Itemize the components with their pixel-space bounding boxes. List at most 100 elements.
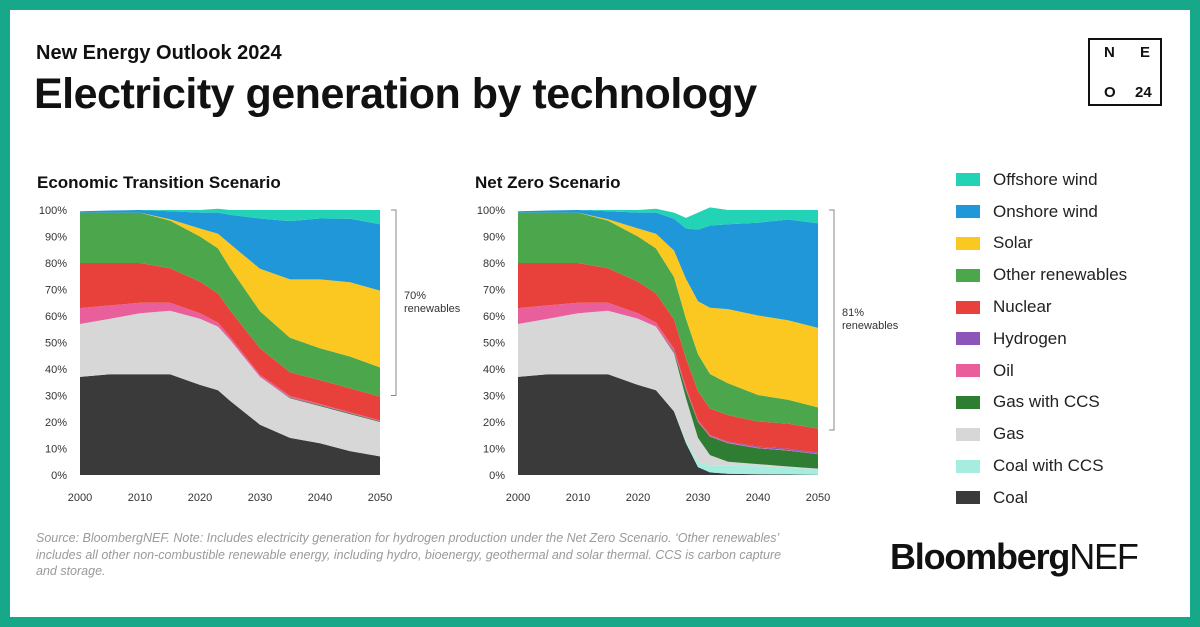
x-tick-label: 2050 <box>368 492 392 504</box>
area-gas <box>80 310 380 457</box>
legend-item-solar: Solar <box>956 228 1127 260</box>
y-tick-label: 0% <box>51 470 67 482</box>
renewables-share-value: 70% <box>404 290 426 302</box>
legend-label: Coal <box>993 487 1028 507</box>
legend-swatch <box>956 459 980 473</box>
x-tick-label: 2030 <box>248 492 272 504</box>
chart-title-economic-transition: Economic Transition Scenario <box>37 173 281 192</box>
legend-item-oil: Oil <box>956 355 1127 387</box>
legend-item-coal-with-ccs: Coal with CCS <box>956 450 1127 482</box>
area-other-renewables <box>80 212 380 397</box>
renewables-bracket <box>391 209 397 396</box>
legend-item-other-renewables: Other renewables <box>956 259 1127 291</box>
area-gas-with-ccs <box>518 310 818 469</box>
area-nuclear <box>80 263 380 421</box>
area-layers <box>80 208 380 475</box>
legend-item-coal: Coal <box>956 482 1127 514</box>
bloombergnef-logo: BloombergNEF <box>890 536 1139 578</box>
legend-item-gas: Gas <box>956 418 1127 450</box>
legend-label: Solar <box>993 233 1033 253</box>
area-onshore-wind <box>80 210 380 291</box>
x-tick-label: 2000 <box>68 492 92 504</box>
area-oil <box>518 302 818 455</box>
y-tick-label: 80% <box>45 258 67 270</box>
y-tick-label: 100% <box>477 205 505 217</box>
area-layers <box>518 207 818 475</box>
x-tick-label: 2020 <box>626 492 650 504</box>
area-solar <box>518 212 818 408</box>
area-oil <box>80 302 380 422</box>
y-tick-label: 30% <box>483 391 505 403</box>
legend-swatch <box>956 300 980 314</box>
y-tick-label: 40% <box>45 364 67 376</box>
chart-net-zero: 0% 10% 20% 30% 40% 50% 60% 70% 80% 90% 100% 2000 201… <box>477 205 899 504</box>
area-coal <box>518 374 818 475</box>
legend-swatch <box>956 173 980 187</box>
legend-swatch <box>956 236 980 250</box>
chart-title-net-zero: Net Zero Scenario <box>475 173 621 192</box>
renewables-share-label: renewables <box>842 320 899 332</box>
area-gas <box>518 310 818 470</box>
badge-letter-o: O <box>1104 84 1116 101</box>
x-tick-label: 2030 <box>686 492 710 504</box>
area-offshore-wind <box>80 208 380 225</box>
legend-item-nuclear: Nuclear <box>956 291 1127 323</box>
x-tick-label: 2050 <box>806 492 830 504</box>
renewables-share-label: renewables <box>404 303 461 315</box>
x-tick-label: 2040 <box>308 492 332 504</box>
y-tick-label: 30% <box>45 391 67 403</box>
y-tick-label: 10% <box>45 444 67 456</box>
legend-label: Onshore wind <box>993 201 1098 221</box>
legend-swatch <box>956 491 980 505</box>
y-tick-label: 70% <box>483 285 505 297</box>
renewables-share-value: 81% <box>842 307 864 319</box>
legend-label: Hydrogen <box>993 328 1067 348</box>
y-tick-label: 50% <box>483 338 505 350</box>
legend-label: Offshore wind <box>993 169 1098 189</box>
brand-light: NEF <box>1069 536 1139 577</box>
legend-swatch <box>956 332 980 346</box>
chart-economic-transition: 0% 10% 20% 30% 40% 50% 60% 70% 80% 90% 100% 2000 201… <box>39 205 461 504</box>
legend-label: Coal with CCS <box>993 456 1104 476</box>
legend-item-offshore-wind: Offshore wind <box>956 164 1127 196</box>
neo-badge-logo: N E O 24 <box>1088 38 1162 106</box>
y-tick-label: 60% <box>483 311 505 323</box>
y-tick-label: 80% <box>483 258 505 270</box>
y-tick-label: 100% <box>39 205 67 217</box>
legend-label: Other renewables <box>993 265 1128 285</box>
x-tick-label: 2010 <box>128 492 152 504</box>
y-tick-label: 90% <box>45 232 67 244</box>
x-tick-label: 2010 <box>566 492 590 504</box>
source-footnote: Source: BloombergNEF. Note: Includes ele… <box>36 531 782 578</box>
y-tick-label: 90% <box>483 232 505 244</box>
legend-label: Nuclear <box>993 297 1052 317</box>
legend-label: Oil <box>993 360 1014 380</box>
legend-item-gas-with-ccs: Gas with CCS <box>956 387 1127 419</box>
area-nuclear <box>518 263 818 453</box>
y-tick-label: 20% <box>45 417 67 429</box>
legend-swatch <box>956 395 980 409</box>
area-coal <box>80 374 380 475</box>
x-tick-label: 2040 <box>746 492 770 504</box>
area-solar <box>80 212 380 368</box>
y-tick-label: 10% <box>483 444 505 456</box>
y-tick-label: 60% <box>45 311 67 323</box>
badge-year: 24 <box>1135 84 1152 101</box>
x-tick-label: 2000 <box>506 492 530 504</box>
y-tick-label: 70% <box>45 285 67 297</box>
badge-letter-e: E <box>1140 44 1151 61</box>
area-offshore-wind <box>518 207 818 230</box>
legend-item-onshore-wind: Onshore wind <box>956 196 1127 228</box>
y-tick-label: 0% <box>489 470 505 482</box>
y-tick-label: 40% <box>483 364 505 376</box>
legend-label: Gas with CCS <box>993 392 1100 412</box>
area-other-renewables <box>518 212 818 429</box>
legend-item-hydrogen: Hydrogen <box>956 323 1127 355</box>
legend-label: Gas <box>993 424 1025 444</box>
legend-swatch <box>956 427 980 441</box>
page-title: Electricity generation by technology <box>34 70 757 118</box>
legend: Offshore wind Onshore wind Solar Other r… <box>956 164 1127 514</box>
x-tick-label: 2020 <box>188 492 212 504</box>
legend-swatch <box>956 205 980 219</box>
y-tick-label: 20% <box>483 417 505 429</box>
